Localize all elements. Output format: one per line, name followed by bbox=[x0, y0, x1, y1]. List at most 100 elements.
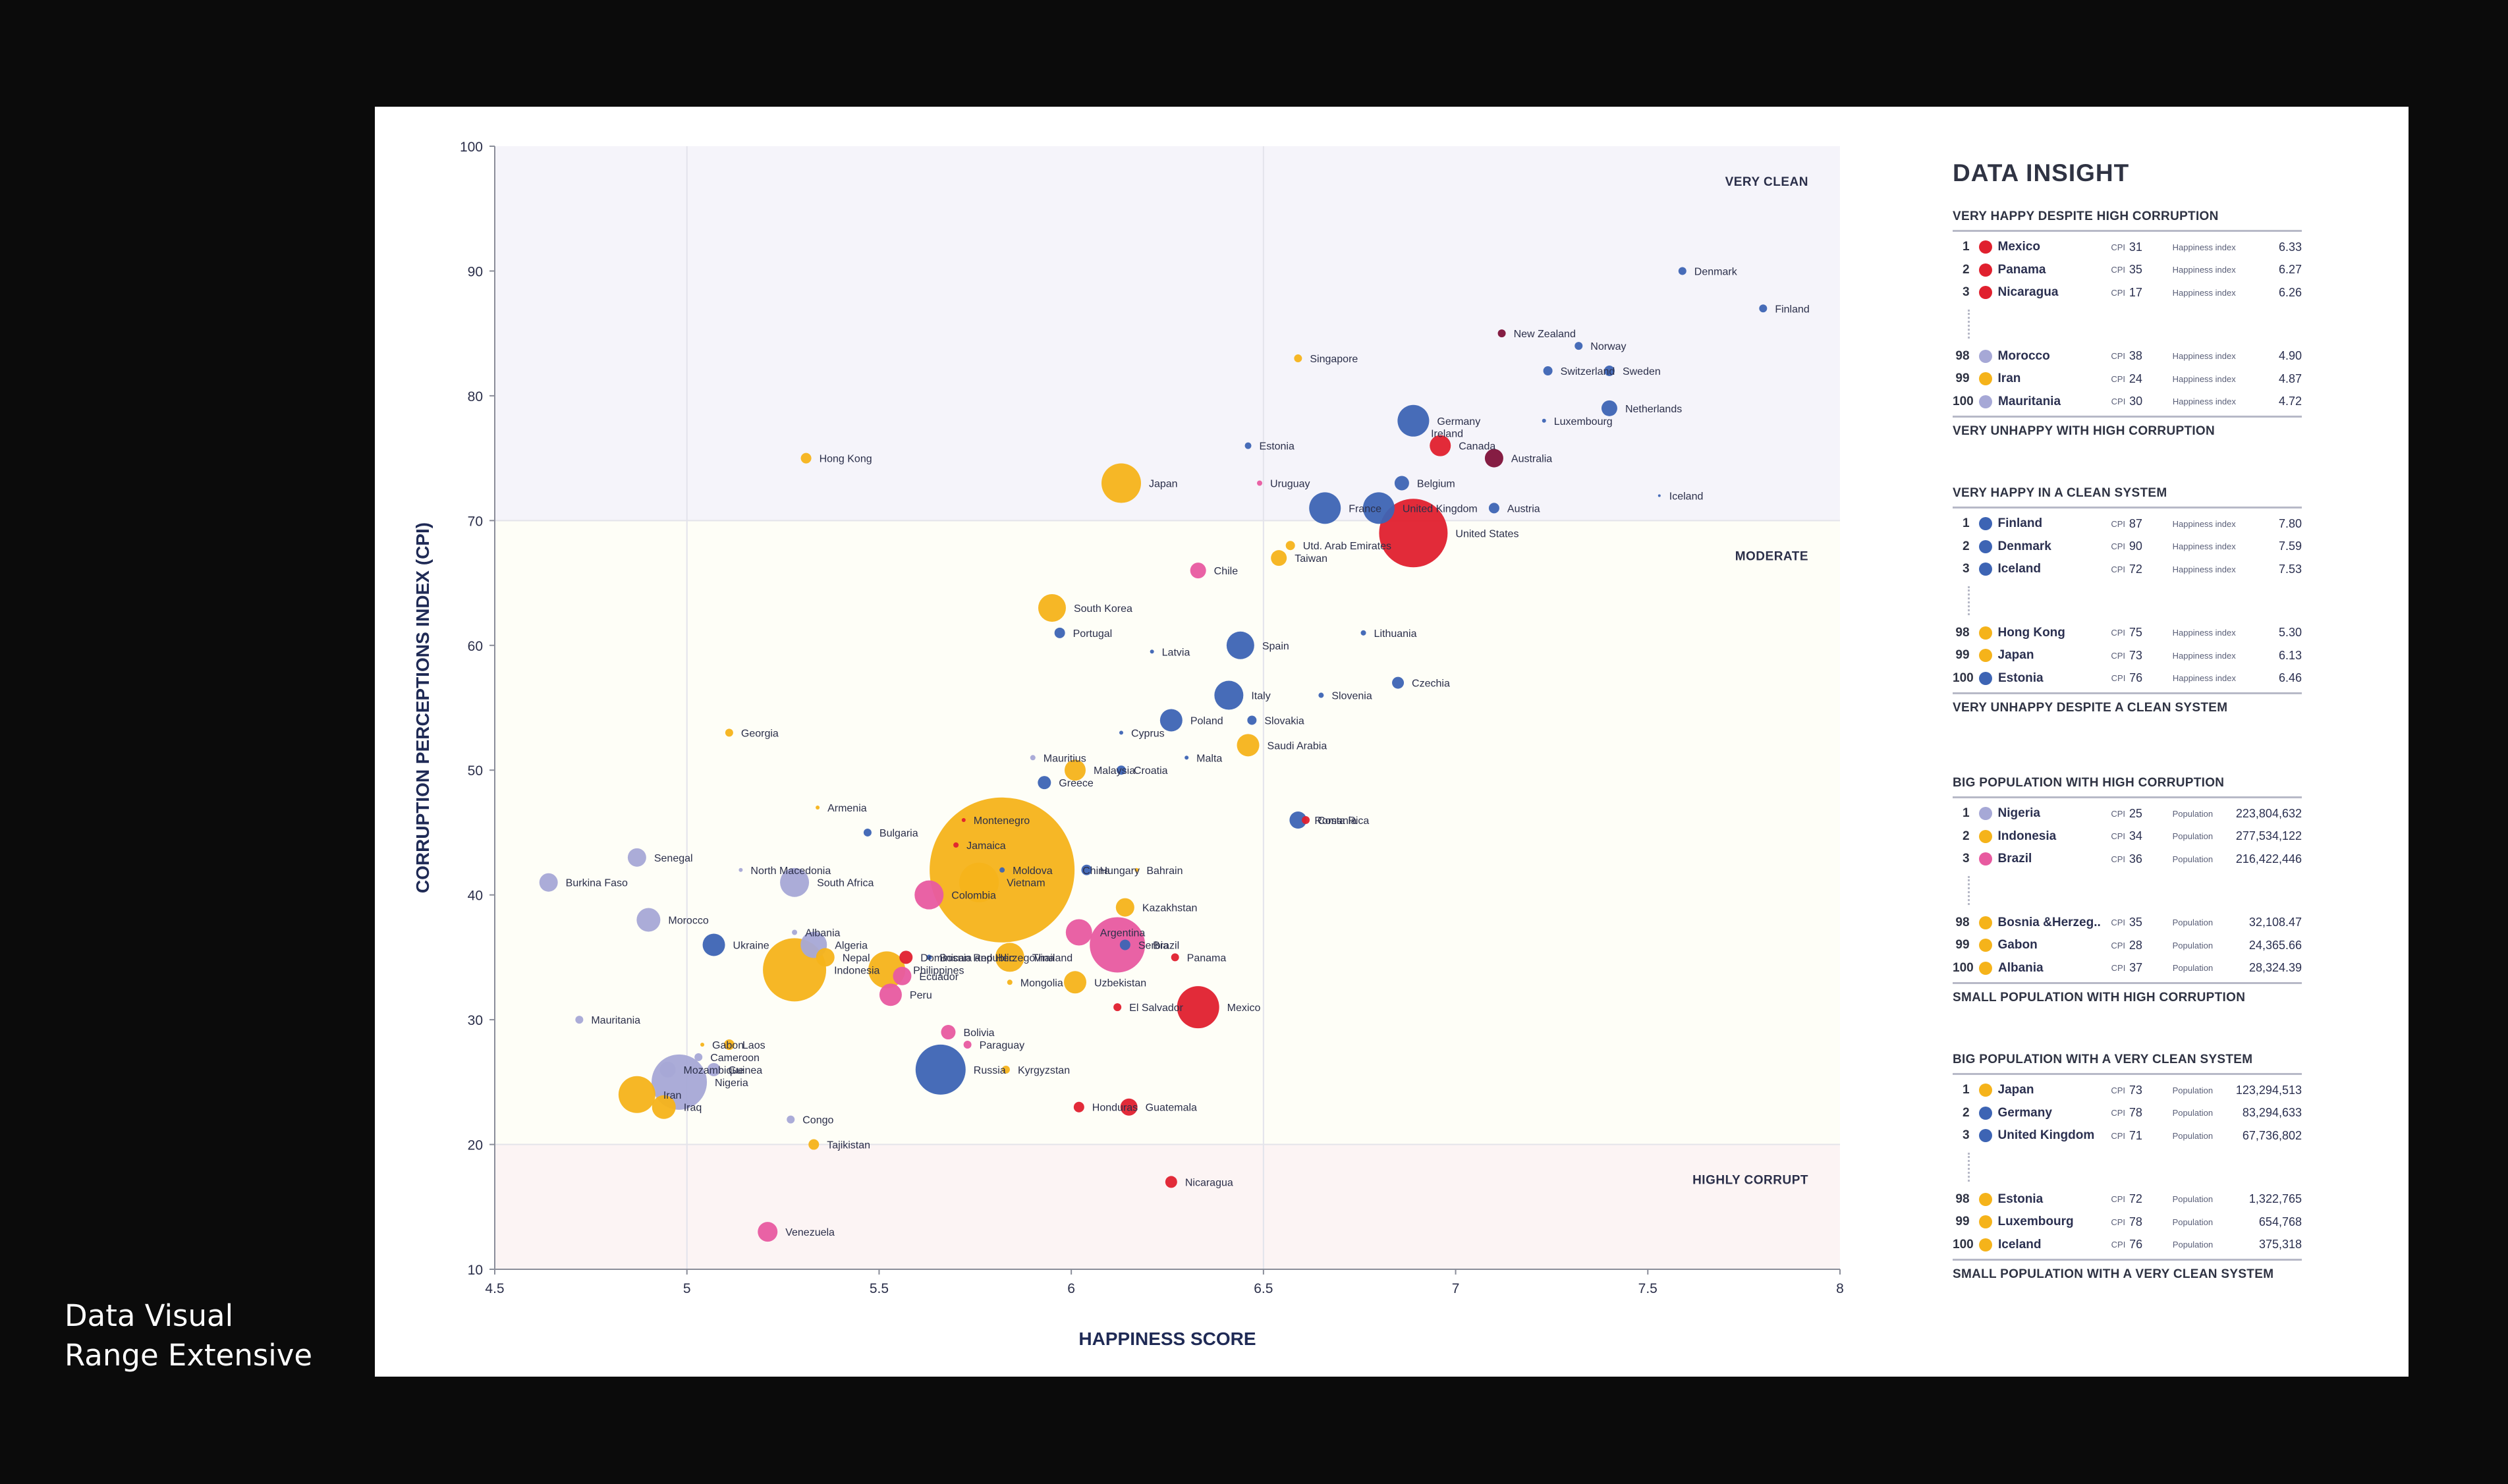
metric-label: CPI bbox=[2111, 397, 2126, 407]
rank-number: 1 bbox=[1962, 516, 1970, 531]
section-title: VERY HAPPY IN A CLEAN SYSTEM bbox=[1953, 486, 2302, 508]
point-peru bbox=[879, 983, 902, 1006]
point-label: Guatemala bbox=[1146, 1103, 1197, 1114]
band-1 bbox=[495, 520, 1840, 1145]
point-label: Poland bbox=[1190, 715, 1223, 727]
point-label: Italy bbox=[1251, 691, 1270, 702]
point-label: Iraq bbox=[684, 1103, 702, 1114]
point-bulgaria bbox=[863, 828, 872, 837]
point-australia bbox=[1484, 449, 1503, 468]
metric-label: Happiness index bbox=[2172, 628, 2236, 638]
x-tick-label: 4.5 bbox=[485, 1281, 504, 1296]
metric-label: Happiness index bbox=[2172, 650, 2236, 661]
point-label: Congo bbox=[802, 1115, 833, 1126]
point-label: Mauritius bbox=[1044, 753, 1086, 764]
metric-label: CPI bbox=[2111, 673, 2126, 684]
ranking-row: 98 Estonia CPI 72 Population 1,322,765 bbox=[1953, 1188, 2302, 1211]
ranking-row: 2 Denmark CPI 90 Happiness index 7.59 bbox=[1953, 536, 2302, 559]
ranking-row: 100 Iceland CPI 76 Population 375,318 bbox=[1953, 1234, 2302, 1257]
rank-number: 2 bbox=[1962, 539, 1970, 553]
point-label: Malaysia bbox=[1094, 765, 1135, 777]
cpi-value: 28 bbox=[2129, 938, 2142, 952]
ranking-row: 3 Brazil CPI 36 Population 216,422,446 bbox=[1953, 848, 2302, 871]
point-label: Venezuela bbox=[785, 1227, 835, 1238]
cpi-value: 76 bbox=[2129, 1238, 2143, 1251]
population-value: 223,804,632 bbox=[2235, 806, 2302, 820]
data-insight-panel: DATA INSIGHT VERY HAPPY DESPITE HIGH COR… bbox=[1953, 159, 2302, 1329]
color-dot bbox=[1978, 563, 1992, 576]
cpi-value: 35 bbox=[2129, 916, 2142, 929]
point-label: Austria bbox=[1507, 503, 1540, 514]
point-russia bbox=[915, 1044, 966, 1095]
point-label: Iceland bbox=[1669, 491, 1704, 502]
point-montenegro bbox=[961, 818, 966, 822]
color-dot bbox=[1979, 961, 1992, 975]
cpi-value: 71 bbox=[2129, 1128, 2142, 1142]
point-netherlands bbox=[1601, 400, 1617, 416]
ranking-row: 2 Panama CPI 35 Happiness index 6.27 bbox=[1953, 259, 2302, 282]
point-portugal bbox=[1054, 627, 1065, 638]
rank-gap-dots bbox=[1953, 873, 2302, 908]
metric-label: Population bbox=[2172, 963, 2214, 974]
color-dot bbox=[1978, 349, 1992, 363]
x-axis-title: HAPPINESS SCORE bbox=[1078, 1329, 1256, 1349]
point-label: Sweden bbox=[1623, 366, 1661, 377]
point-ukraine bbox=[702, 933, 725, 956]
point-label: Bolivia bbox=[963, 1028, 994, 1039]
point-label: Bahrain bbox=[1146, 866, 1183, 877]
point-label: Spain bbox=[1262, 641, 1289, 652]
point-finland bbox=[1759, 304, 1768, 313]
y-tick-label: 100 bbox=[460, 140, 483, 155]
metric-label: Population bbox=[2172, 1108, 2214, 1118]
ranking-row: 100 Estonia CPI 76 Happiness index 6.46 bbox=[1953, 667, 2302, 690]
point-label: New Zealand bbox=[1514, 329, 1576, 340]
cpi-value: 38 bbox=[2129, 349, 2142, 363]
rank-number: 98 bbox=[1955, 915, 1970, 929]
cpi-value: 76 bbox=[2129, 671, 2143, 685]
point-label: Thailand bbox=[1032, 952, 1073, 964]
y-tick-label: 10 bbox=[468, 1263, 483, 1278]
country-name: United Kingdom bbox=[1997, 1128, 2095, 1143]
color-dot bbox=[1978, 286, 1992, 300]
country-name: Luxembourg bbox=[1997, 1215, 2074, 1229]
cpi-value: 17 bbox=[2129, 285, 2142, 299]
point-germany bbox=[1397, 404, 1430, 437]
point-united-kingdom bbox=[1362, 492, 1395, 524]
cpi-value: 35 bbox=[2129, 263, 2142, 277]
ranking-row: 3 Iceland CPI 72 Happiness index 7.53 bbox=[1953, 558, 2302, 581]
point-dominican-republic bbox=[899, 950, 913, 964]
bottom-ranks: 98 Hong Kong CPI 75 Happiness index 5.30 99 Jap… bbox=[1953, 618, 2302, 693]
point-paraguay bbox=[963, 1041, 972, 1049]
point-label: Belgium bbox=[1417, 479, 1455, 490]
rank-gap-dots bbox=[1953, 584, 2302, 618]
country-name: Estonia bbox=[1998, 671, 2044, 685]
happiness-value: 7.53 bbox=[2278, 562, 2302, 576]
point-slovenia bbox=[1318, 692, 1324, 698]
bottom-ranks: 98 Bosnia &Herzeg.. CPI 35 Population 32,108.… bbox=[1953, 908, 2302, 983]
y-tick-label: 60 bbox=[468, 639, 483, 654]
point-label: Norway bbox=[1590, 341, 1626, 352]
point-label: China bbox=[1082, 866, 1110, 877]
section-footer: VERY UNHAPPY DESPITE A CLEAN SYSTEM bbox=[1953, 701, 2228, 715]
band-2 bbox=[495, 1144, 1840, 1269]
ranking-row: 2 Germany CPI 78 Population 83,294,633 bbox=[1953, 1102, 2302, 1125]
point-laos bbox=[723, 1039, 735, 1050]
point-label: South Korea bbox=[1074, 603, 1132, 615]
top-ranks: 1 Japan CPI 73 Population 123,294,513 2 Germany… bbox=[1953, 1075, 2302, 1150]
country-name: Mexico bbox=[1997, 240, 2040, 254]
happiness-value: 4.72 bbox=[2278, 395, 2302, 408]
point-label: Switzerland bbox=[1561, 366, 1615, 377]
color-dot bbox=[1979, 1238, 1992, 1251]
point-label: Uzbekistan bbox=[1094, 977, 1146, 989]
ranking-row: 1 Mexico CPI 31 Happiness index 6.33 bbox=[1953, 236, 2302, 259]
country-name: Germany bbox=[1997, 1105, 2052, 1120]
point-armenia bbox=[816, 806, 820, 810]
color-dot bbox=[1978, 539, 1992, 553]
rank-number: 2 bbox=[1962, 829, 1970, 843]
section-title: BIG POPULATION WITH A VERY CLEAN SYSTEM bbox=[1953, 1053, 2302, 1075]
x-tick-label: 5 bbox=[683, 1281, 691, 1296]
band-label: HIGHLY CORRUPT bbox=[1692, 1174, 1808, 1188]
point-label: Armenia bbox=[827, 803, 867, 814]
insight-sections: VERY HAPPY DESPITE HIGH CORRUPTION 1 Mexic… bbox=[1953, 209, 2302, 1282]
x-tick-label: 8 bbox=[1836, 1281, 1844, 1296]
